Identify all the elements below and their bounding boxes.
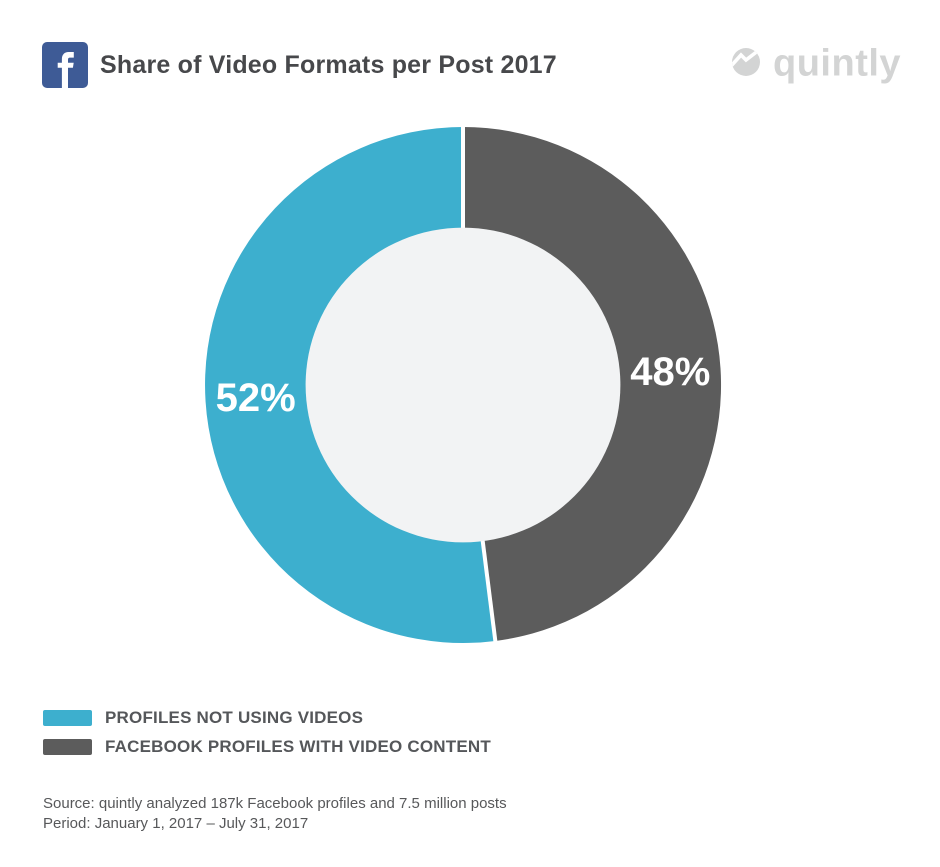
donut-chart-area: 52% 48% — [203, 125, 723, 645]
legend-label: PROFILES NOT USING VIDEOS — [105, 708, 364, 727]
source-line: Source: quintly analyzed 187k Facebook p… — [43, 795, 507, 812]
quintly-logo: quintly — [732, 44, 901, 85]
source-block: Source: quintly analyzed 187k Facebook p… — [43, 794, 507, 834]
donut-chart: 52% 48% — [205, 126, 722, 644]
quintly-wave-icon — [732, 48, 760, 76]
chart-legend: PROFILES NOT USING VIDEOS FACEBOOK PROFI… — [43, 708, 491, 768]
donut-hole — [305, 227, 621, 543]
page-title: Share of Video Formats per Post 2017 — [100, 51, 557, 79]
legend-item: FACEBOOK PROFILES WITH VIDEO CONTENT — [43, 737, 491, 756]
quintly-wordmark: quintly — [773, 44, 901, 85]
facebook-f-glyph — [57, 52, 74, 88]
legend-label: FACEBOOK PROFILES WITH VIDEO CONTENT — [105, 737, 491, 756]
slice-percentage-label: 48% — [630, 350, 710, 394]
period-line: Period: January 1, 2017 – July 31, 2017 — [43, 815, 309, 832]
legend-swatch-teal — [43, 710, 92, 726]
legend-swatch-gray — [43, 739, 92, 755]
slice-percentage-label: 52% — [216, 376, 296, 420]
facebook-icon — [42, 42, 88, 88]
legend-item: PROFILES NOT USING VIDEOS — [43, 708, 491, 727]
